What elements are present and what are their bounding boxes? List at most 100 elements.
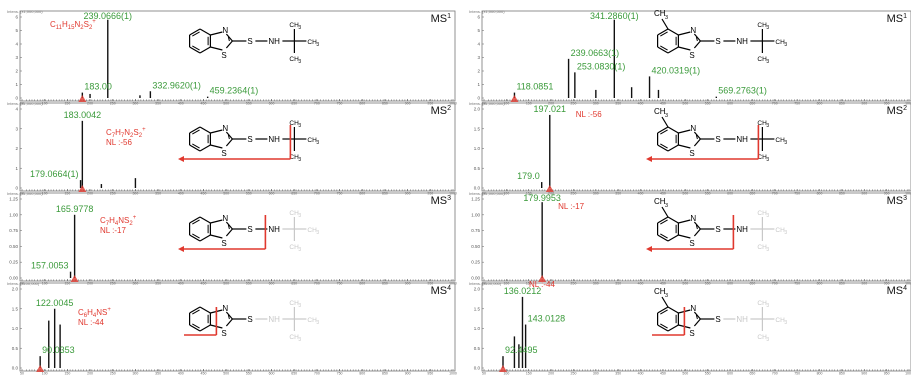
tbutyl-methyl-subscript: 3 xyxy=(298,59,301,65)
methyl-bond xyxy=(661,18,669,30)
benzene-bond xyxy=(199,144,211,152)
x-tick-label: 700 xyxy=(772,282,778,286)
x-tick-label: 850 xyxy=(839,372,845,376)
benzene-bond xyxy=(667,234,679,242)
tbutyl-methyl-subscript: 3 xyxy=(784,320,787,326)
x-tick-label: 150 xyxy=(64,372,70,376)
ms-panel-right-2: Intens. (x1,000,000)2.01.51.00.50.050 100… xyxy=(469,101,911,196)
x-tick-label: 200 xyxy=(87,282,93,286)
x-tick-label: 450 xyxy=(201,372,207,376)
intensity-axis-label: Intens. (x1,000,000) xyxy=(469,191,505,196)
precursor-arrow xyxy=(78,95,87,102)
x-tick-label: 200 xyxy=(87,102,93,106)
x-tick-label: 200 xyxy=(548,192,554,196)
thiazole-bond xyxy=(693,311,701,320)
x-tick-label: 250 xyxy=(571,282,577,286)
tbutyl-methyl-subscript: 3 xyxy=(316,320,319,326)
x-tick-label: 100 xyxy=(42,192,48,196)
y-tick-label: 0.75 xyxy=(471,228,480,233)
thiazole-double-bond xyxy=(695,134,698,140)
benzene-bond xyxy=(657,28,669,36)
x-tick-label: 900 xyxy=(861,282,867,286)
x-tick-label: 550 xyxy=(246,192,252,196)
ms-panel-left-3: Intens. (x1,000,000)1.25 1.00 0.75 0.50 0.25… xyxy=(7,191,457,286)
benzene-bond xyxy=(667,126,679,134)
x-tick-label: 950 xyxy=(884,192,890,196)
y-tick-label: 0.25 xyxy=(9,260,18,265)
ms-stage-label: MS1 xyxy=(887,13,908,25)
benzene-bond xyxy=(189,234,201,242)
x-tick-label: 550 xyxy=(705,102,711,106)
panel-frame xyxy=(19,192,456,282)
peak-mass-label: 183.0042 xyxy=(64,110,102,120)
x-tick-label: 250 xyxy=(110,372,116,376)
amine-label: NH xyxy=(736,225,748,234)
x-tick-label: 850 xyxy=(839,102,845,106)
sidechain-sulfur-label: S xyxy=(715,315,720,324)
benzene-inner-bond xyxy=(192,31,200,37)
x-tick-label: 600 xyxy=(727,282,733,286)
x-tick-label: 600 xyxy=(269,282,275,286)
x-tick-label: 550 xyxy=(246,102,252,106)
tbutyl-methyl-subscript: 3 xyxy=(766,157,769,163)
amine-label: NH xyxy=(736,315,748,324)
y-tick-label: 5 xyxy=(15,28,18,33)
x-tick-label: 550 xyxy=(705,282,711,286)
nitrogen-label: N xyxy=(690,214,696,223)
x-tick-label: 100 xyxy=(42,102,48,106)
peak-mass-label: 341.2860(1) xyxy=(590,11,639,21)
thiazole-bond xyxy=(210,129,223,134)
peak-mass-label: 179.0 xyxy=(517,171,540,181)
tbutyl-methyl-label: CH xyxy=(289,56,299,63)
tbutyl-methyl-subscript: 3 xyxy=(298,247,301,253)
y-tick-label: 1.25 xyxy=(471,197,480,202)
x-tick-label: 50 xyxy=(482,372,486,376)
fragment-arrowhead xyxy=(646,246,652,252)
benzene-inner-bond xyxy=(192,129,200,135)
benzene-inner-bond xyxy=(660,129,668,135)
benzene-inner-bond xyxy=(192,233,200,239)
x-tick-label: 300 xyxy=(593,102,599,106)
tbutyl-methyl-label: CH xyxy=(775,317,785,324)
x-tick-label: 650 xyxy=(291,192,297,196)
benzene-inner-bond xyxy=(660,143,668,149)
peak-mass-label: 122.0045 xyxy=(36,298,74,308)
tbutyl-methyl-subscript: 3 xyxy=(298,25,301,31)
x-tick-label: 650 xyxy=(291,282,297,286)
benzene-inner-bond xyxy=(660,31,668,37)
benzene-bond xyxy=(667,216,679,224)
y-tick-label: 3 xyxy=(477,55,480,60)
x-tick-label: 500 xyxy=(682,372,688,376)
thiazole-bond xyxy=(678,219,691,224)
x-tick-label: 300 xyxy=(593,282,599,286)
benzene-bond xyxy=(199,126,211,134)
precursor-arrow xyxy=(78,185,87,192)
tbutyl-methyl-subscript: 3 xyxy=(298,303,301,309)
x-tick-label: 550 xyxy=(705,372,711,376)
ms-stage-label: MS4 xyxy=(431,285,452,297)
intensity-axis-label: Intens. (x1,000,000) xyxy=(469,101,505,106)
nitrogen-label: N xyxy=(690,26,696,35)
y-tick-label: 0.50 xyxy=(471,244,480,249)
x-tick-label: 950 xyxy=(427,192,433,196)
benzene-inner-bond xyxy=(192,143,200,149)
x-tick-label: 400 xyxy=(178,192,184,196)
tbutyl-methyl-subscript: 3 xyxy=(298,157,301,163)
x-tick-label: 350 xyxy=(615,192,621,196)
x-tick-label: 450 xyxy=(660,282,666,286)
y-tick-label: 6 xyxy=(477,15,480,20)
x-tick-label: 400 xyxy=(638,282,644,286)
y-tick-label: 1.5 xyxy=(474,306,481,311)
fragment-arrowhead xyxy=(178,156,184,162)
x-tick-label: 50 xyxy=(20,282,24,286)
x-tick-label: 250 xyxy=(571,192,577,196)
benzene-bond xyxy=(657,126,669,134)
sidechain-sulfur-label: S xyxy=(715,135,720,144)
x-tick-label: 50 xyxy=(482,282,486,286)
tbutyl-methyl-subscript: 3 xyxy=(766,303,769,309)
x-tick-label: 700 xyxy=(314,282,320,286)
